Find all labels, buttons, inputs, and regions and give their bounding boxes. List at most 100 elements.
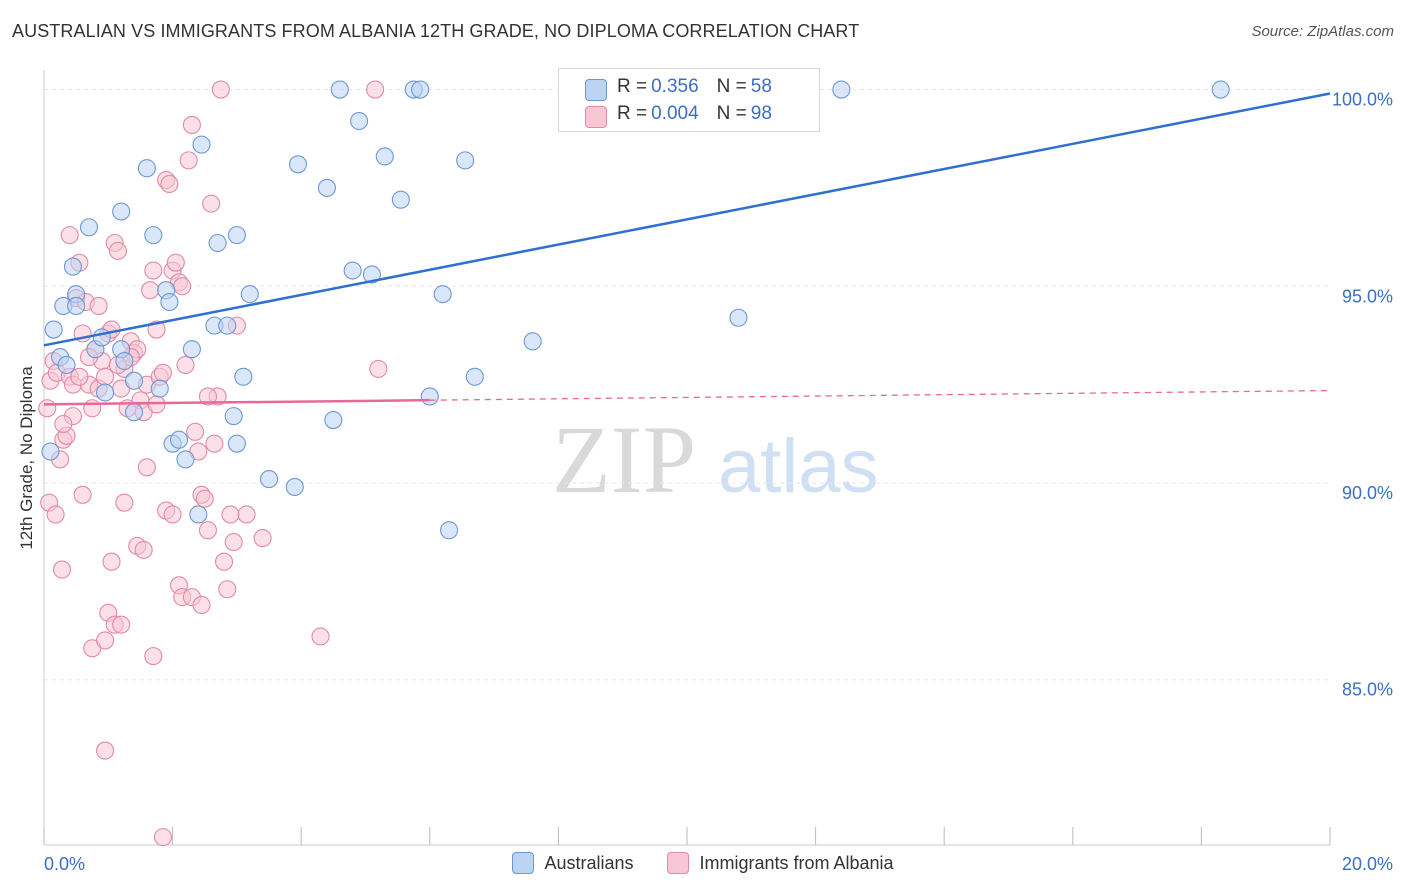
- albania-point: [221, 505, 240, 524]
- australians-point: [182, 340, 201, 359]
- australians-point: [150, 379, 169, 398]
- albania-point: [144, 261, 163, 280]
- albania-point: [237, 505, 256, 524]
- australians-point: [324, 411, 343, 430]
- australians-point: [440, 521, 459, 540]
- australians-point: [240, 285, 259, 304]
- n-label: N =: [716, 76, 747, 97]
- albania-point: [96, 741, 115, 760]
- australians-point: [124, 403, 144, 422]
- albania-point: [46, 505, 65, 524]
- australians-point: [224, 407, 243, 426]
- albania-point: [186, 422, 205, 441]
- albania-point: [141, 281, 160, 300]
- r-label: R =: [617, 103, 648, 124]
- legend-entry-australians[interactable]: Australians: [512, 852, 633, 874]
- australians-point: [192, 135, 211, 154]
- australians-swatch: [585, 79, 607, 101]
- australians-point: [227, 434, 246, 453]
- australians-point: [124, 371, 144, 390]
- australians-point: [288, 155, 308, 174]
- australians-point: [350, 111, 369, 131]
- y-tick-label: 95.0%: [1342, 286, 1393, 306]
- australians-trend-line: [43, 92, 1331, 347]
- australians-point: [362, 265, 381, 284]
- australians-point: [169, 430, 189, 449]
- albania-point: [218, 580, 237, 599]
- australians-point: [259, 470, 279, 489]
- australians-swatch: [512, 852, 535, 874]
- australians-point: [57, 355, 76, 375]
- albania-point: [96, 367, 115, 386]
- albania-point: [173, 277, 192, 296]
- australians-point: [189, 505, 208, 524]
- r-value: 0.356: [651, 76, 699, 97]
- australians-point: [79, 218, 99, 237]
- series-legend: Australians Immigrants from Albania: [0, 852, 1406, 874]
- australians-point: [208, 233, 227, 253]
- albania-point: [60, 226, 79, 245]
- albania-point: [153, 828, 173, 847]
- gridlines: [44, 89, 1330, 681]
- australians-point: [330, 80, 349, 99]
- albania-swatch: [667, 852, 690, 874]
- x-tick-label: 0.0%: [44, 854, 85, 874]
- albania-point: [214, 552, 234, 571]
- y-tick-label: 90.0%: [1342, 483, 1393, 503]
- australians-point: [41, 442, 60, 461]
- albania-point: [70, 367, 89, 386]
- albania-point: [198, 521, 218, 540]
- australians-point: [44, 320, 63, 339]
- albania-point: [38, 399, 57, 418]
- albania-point: [160, 174, 179, 194]
- australians-point: [375, 147, 394, 166]
- australians-point: [391, 190, 410, 209]
- albania-point: [153, 363, 173, 382]
- watermark-atlas: atlas: [718, 424, 879, 509]
- australians-point: [317, 178, 336, 197]
- albania-point: [96, 631, 115, 650]
- australians-point: [523, 332, 542, 351]
- n-label: N =: [716, 103, 747, 124]
- albania-point: [198, 387, 218, 406]
- australians-point: [343, 261, 362, 280]
- r-value: 0.004: [651, 103, 699, 124]
- australians-point: [285, 477, 304, 496]
- chart-title: AUSTRALIAN VS IMMIGRANTS FROM ALBANIA 12…: [12, 21, 860, 41]
- australians-point: [112, 202, 131, 221]
- australians-point: [96, 383, 115, 402]
- albania-point: [73, 485, 92, 504]
- trend-lines: [43, 92, 1331, 406]
- australians-point: [115, 351, 134, 371]
- tick-labels: 100.0% 95.0% 90.0% 85.0% 0.0% 20.0% 12th Grade…: [17, 90, 1393, 874]
- legend-entry-albania[interactable]: Immigrants from Albania: [667, 852, 894, 874]
- series-australians-points: [41, 80, 1230, 540]
- albania-point: [108, 241, 127, 260]
- australians-point: [218, 316, 237, 335]
- australians-point: [137, 159, 156, 178]
- albania-point: [83, 399, 102, 418]
- australians-point: [411, 80, 430, 99]
- albania-point: [211, 80, 230, 99]
- australians-point: [420, 387, 439, 406]
- australians-point: [92, 328, 111, 347]
- n-value: 58: [750, 76, 772, 97]
- australians-point: [832, 80, 851, 99]
- australians-point: [176, 450, 195, 469]
- legend-label-australians: Australians: [544, 852, 634, 873]
- australians-point: [67, 296, 86, 315]
- albania-point: [253, 529, 272, 548]
- albania-point: [115, 493, 134, 512]
- x-tick-label: 20.0%: [1342, 854, 1393, 874]
- australians-point: [465, 367, 484, 386]
- albania-point: [366, 80, 385, 99]
- watermark: ZIP atlas: [552, 406, 879, 513]
- albania-point: [112, 615, 131, 634]
- stats-row-albania: R = 0.004 N = 98: [585, 103, 772, 128]
- australians-point: [234, 367, 253, 386]
- australians-point: [433, 285, 452, 304]
- albania-point: [89, 296, 108, 315]
- watermark-zip: ZIP: [552, 406, 696, 513]
- australians-point: [1211, 80, 1230, 99]
